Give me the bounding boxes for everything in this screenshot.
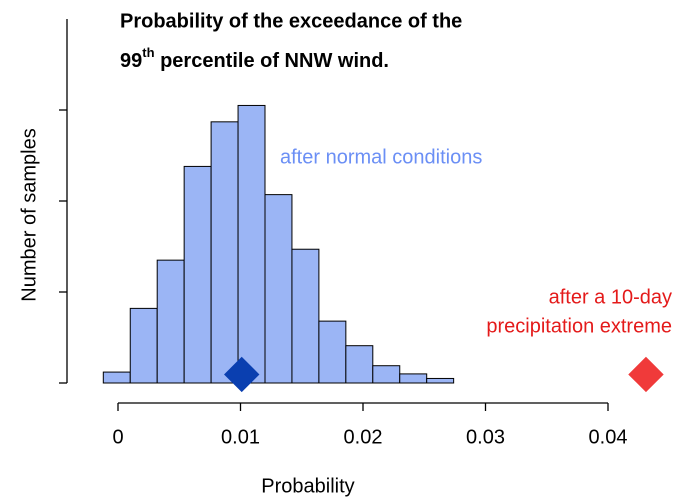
- bar: [372, 365, 401, 384]
- y-axis-label: Number of samples: [18, 128, 40, 301]
- diamond-marker: [628, 356, 664, 393]
- annotation: after a 10-day: [549, 286, 672, 308]
- x-tick-label: 0.03: [466, 426, 505, 448]
- x-axis-label: Probability: [261, 475, 354, 497]
- x-tick-label: 0: [112, 426, 123, 448]
- bar: [291, 248, 320, 384]
- bar: [345, 345, 374, 384]
- chart-title: 99th percentile of NNW wind.: [120, 45, 389, 72]
- bar: [183, 165, 212, 384]
- annotation: precipitation extreme: [486, 315, 672, 337]
- bar: [318, 320, 347, 384]
- bar: [129, 307, 158, 384]
- chart-title: Probability of the exceedance of the: [120, 10, 462, 32]
- title-part: percentile of NNW wind.: [155, 50, 389, 72]
- bar: [399, 373, 428, 384]
- title-sup: th: [142, 45, 154, 60]
- title-part: 99: [120, 50, 142, 72]
- bar: [264, 194, 293, 384]
- x-tick-label: 0.01: [221, 426, 260, 448]
- bar: [210, 121, 239, 384]
- annotation: after normal conditions: [280, 146, 482, 168]
- bar: [237, 104, 266, 384]
- bar: [102, 371, 131, 384]
- x-tick-label: 0.02: [344, 426, 383, 448]
- x-tick-label: 0.04: [589, 426, 628, 448]
- bar: [426, 377, 455, 384]
- diamond-marker: [224, 356, 260, 393]
- bar: [156, 259, 185, 384]
